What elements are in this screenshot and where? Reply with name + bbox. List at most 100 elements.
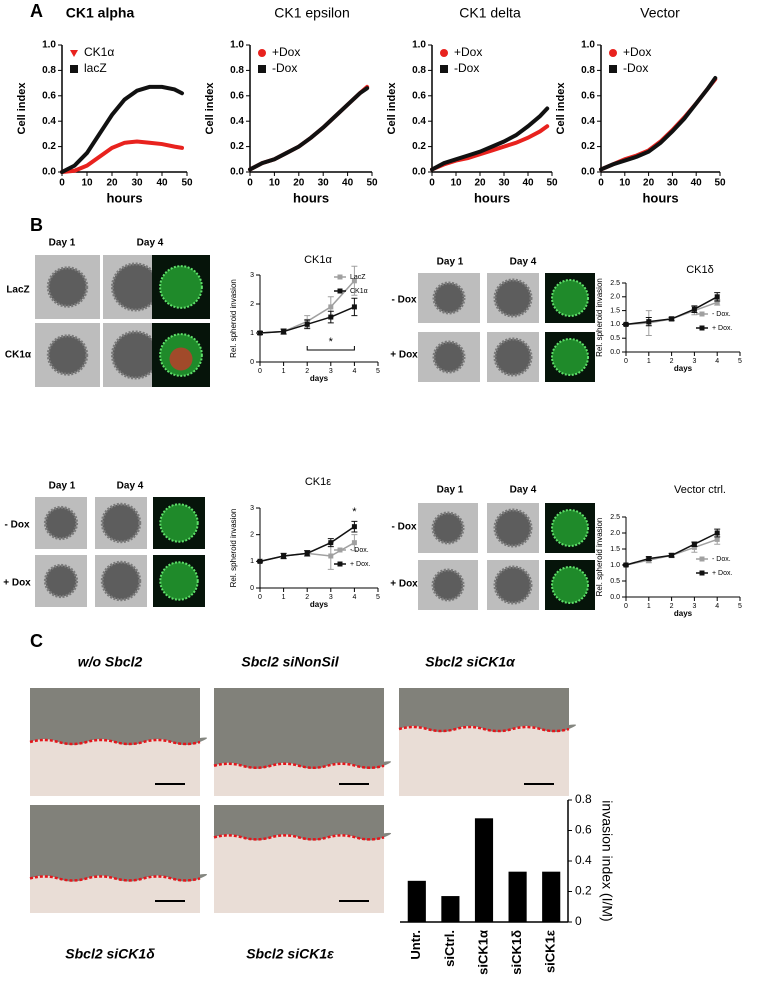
bar	[542, 871, 561, 922]
x-tick-label: 40	[156, 178, 168, 189]
invasion-front	[398, 725, 570, 733]
y-axis-label: Rel. spheroid invasion	[229, 509, 238, 588]
bar	[407, 880, 426, 922]
y-tick-label: 0.6	[42, 90, 56, 101]
day-label: Day 4	[137, 238, 164, 249]
day-label: Day 4	[510, 485, 537, 496]
data-point	[714, 530, 720, 536]
day-label: Day 1	[49, 481, 76, 492]
legend-marker	[609, 49, 617, 57]
x-tick-label: 0	[624, 603, 628, 610]
x-tick-label: 5	[376, 368, 380, 375]
y-tick-label: 1.0	[230, 40, 244, 51]
x-tick-label: siCK1α	[475, 930, 490, 975]
y-tick-label: 0	[250, 585, 254, 592]
y-tick-label: 1.0	[581, 40, 595, 51]
row-label: - Dox	[392, 295, 417, 306]
data-point	[328, 304, 334, 310]
tissue	[214, 688, 392, 769]
histology-title: Sbcl2 siNonSil	[241, 654, 339, 670]
legend-label: -Dox	[454, 61, 479, 75]
data-point	[669, 316, 675, 322]
x-tick-label: 1	[282, 368, 286, 375]
x-tick-label: 2	[670, 603, 674, 610]
y-tick-label: 2.5	[610, 280, 620, 287]
x-tick-label: 3	[692, 358, 696, 365]
legend-label: + Dox.	[350, 561, 370, 568]
x-tick-label: 1	[282, 594, 286, 601]
legend-label: +Dox	[454, 45, 482, 59]
legend-marker	[699, 311, 705, 317]
x-tick-label: 20	[106, 178, 118, 189]
data-point	[328, 553, 334, 559]
x-tick-label: 2	[305, 368, 309, 375]
spheroid	[43, 563, 79, 599]
data-point	[623, 562, 629, 568]
x-tick-label: 10	[269, 178, 281, 189]
data-point	[691, 306, 697, 312]
data-point	[304, 550, 310, 556]
y-tick-label: 1.5	[610, 307, 620, 314]
data-point	[646, 319, 652, 325]
x-tick-label: 0	[258, 594, 262, 601]
data-point	[714, 294, 720, 300]
x-tick-label: 40	[691, 178, 703, 189]
y-tick-label: 1.0	[412, 40, 426, 51]
x-tick-label: 0	[429, 178, 435, 189]
spheroid	[432, 340, 466, 374]
x-tick-label: Untr.	[408, 930, 423, 960]
y-tick-label: 1	[250, 558, 254, 565]
bar	[508, 871, 527, 922]
legend-label: -Dox	[623, 61, 648, 75]
day-label: Day 1	[437, 257, 464, 268]
y-tick-label: 0	[575, 914, 582, 928]
y-tick-label: 1.0	[610, 562, 620, 569]
x-tick-label: 20	[474, 178, 486, 189]
data-point	[257, 558, 263, 564]
y-axis-label: Cell index	[204, 82, 216, 135]
y-tick-label: 0.2	[230, 141, 244, 152]
annotation: *	[329, 336, 334, 348]
x-tick-label: 2	[670, 358, 674, 365]
data-point	[351, 524, 357, 530]
legend-label: - Dox.	[350, 547, 369, 554]
legend-label: - Dox.	[712, 311, 731, 318]
x-tick-label: 4	[352, 368, 356, 375]
y-tick-label: 0.0	[42, 167, 56, 178]
x-tick-label: 50	[181, 178, 193, 189]
chart-title: CK1α	[304, 254, 332, 266]
x-tick-label: 5	[738, 358, 742, 365]
row-label: + Dox	[3, 578, 31, 589]
legend-marker	[70, 50, 78, 57]
x-axis-label: hours	[474, 190, 510, 205]
legend-label: lacZ	[84, 61, 107, 75]
legend-marker	[70, 65, 78, 73]
red-core	[169, 347, 193, 371]
series-line	[60, 84, 184, 174]
y-tick-label: 0.2	[42, 141, 56, 152]
y-tick-label: 3	[250, 272, 254, 279]
legend-marker	[440, 65, 448, 73]
x-tick-label: 3	[329, 368, 333, 375]
spheroid	[551, 279, 589, 317]
y-axis-label: invasion index (I/M)	[599, 800, 615, 921]
panel-label: B	[30, 215, 43, 235]
y-tick-label: 0	[250, 359, 254, 366]
legend-label: CK1α	[350, 288, 368, 295]
y-tick-label: 0.4	[581, 116, 595, 127]
x-tick-label: siCtrl.	[442, 930, 457, 967]
y-tick-label: 0.0	[610, 349, 620, 356]
legend-marker	[440, 49, 448, 57]
spheroid	[46, 334, 89, 376]
bar	[474, 818, 494, 922]
legend-label: + Dox.	[712, 325, 732, 332]
y-axis-label: Rel. spheroid invasion	[229, 279, 238, 358]
spheroid	[551, 509, 589, 547]
x-tick-label: 0	[258, 368, 262, 375]
x-tick-label: 20	[293, 178, 305, 189]
x-tick-label: 30	[131, 178, 143, 189]
histology-title: Sbcl2 siCK1α	[425, 654, 516, 670]
x-tick-label: 10	[450, 178, 462, 189]
y-tick-label: 0.6	[412, 90, 426, 101]
data-point	[691, 541, 697, 547]
